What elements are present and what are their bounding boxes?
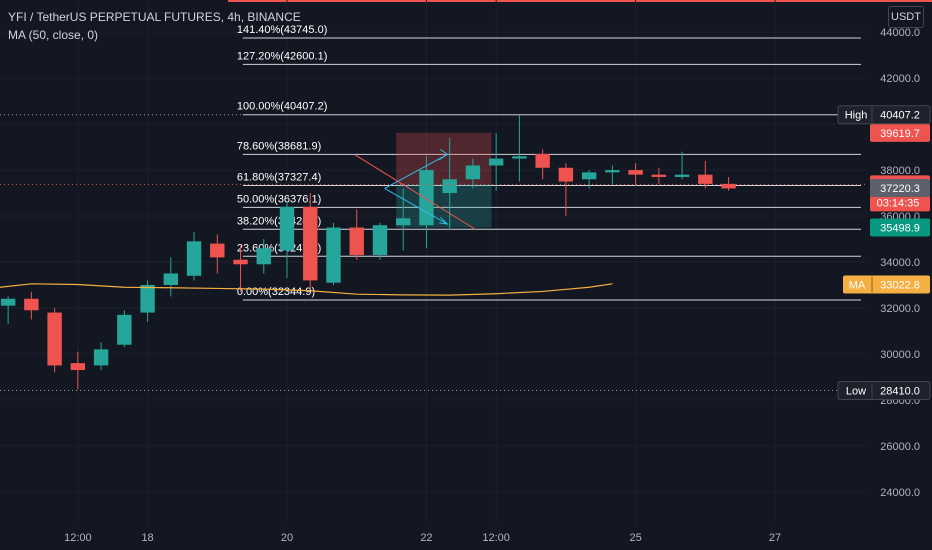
fib-level-label: 38.20%(35424.7) [237, 215, 321, 227]
candle-body [163, 273, 179, 285]
fib-level-label: 100.00%(40407.2) [237, 101, 328, 113]
candle-body [233, 259, 248, 265]
candle-body [396, 218, 411, 226]
y-tick-label: 32000.0 [880, 303, 920, 315]
candle-body [47, 312, 62, 366]
candle-body [117, 314, 132, 345]
candle-body [512, 156, 527, 159]
top-alert-bar [228, 0, 932, 2]
candle-body [581, 172, 597, 180]
fib-level-label: 50.00%(36376.1) [237, 193, 321, 205]
bullish-path-arrow[interactable] [384, 153, 448, 189]
ma-line [0, 283, 613, 296]
price-tag-stop-bg [870, 123, 930, 142]
ma-tag-bg [843, 275, 930, 294]
low-tag-bg [837, 380, 931, 400]
x-tick-label: 18 [141, 532, 153, 544]
low-tag-label: Low [846, 385, 866, 397]
x-tick-label: 20 [281, 532, 293, 544]
candle-body [419, 170, 434, 226]
candle-body [535, 153, 550, 168]
arrow-head-up [438, 148, 449, 161]
candle-body [256, 248, 271, 265]
fib-level-label: 61.80%(37327.4) [237, 172, 321, 184]
y-tick-label: 44000.0 [880, 27, 920, 39]
candle-body [558, 167, 574, 182]
price-axis[interactable]: 44000.042000.040000.038000.036000.034000… [880, 27, 920, 499]
x-tick-label: 27 [769, 532, 781, 544]
y-tick-label: 42000.0 [880, 73, 920, 85]
fib-level-label: 141.40%(43745.0) [237, 24, 328, 36]
y-tick-label: 38000.0 [880, 165, 920, 177]
time-axis[interactable]: 12:00 18 20 22 12:00 25 27 [64, 532, 781, 544]
candle-body [303, 206, 318, 281]
y-tick-label: 34000.0 [880, 257, 920, 269]
candle-body [210, 243, 225, 258]
price-tag-entry-bg [870, 178, 930, 197]
y-tick-label: 26000.0 [880, 441, 920, 453]
candle-body [24, 298, 39, 311]
candlestick-series [0, 114, 736, 390]
y-tick-label: 24000.0 [880, 487, 920, 499]
candle-body [605, 170, 620, 173]
indicator-legend[interactable]: MA (50, close, 0) [8, 28, 99, 42]
high-tag-bg [837, 105, 931, 125]
y-tick-label: 30000.0 [880, 349, 920, 361]
candle-body [70, 363, 86, 371]
grid-lines [0, 0, 932, 524]
fib-level-label: 78.60%(38681.9) [237, 140, 321, 152]
candle-body [674, 174, 690, 177]
price-tag-entry: 37220.3 [880, 183, 920, 195]
ma-tag-value: 33022.8 [880, 279, 920, 291]
x-tick-label: 22 [420, 532, 432, 544]
moving-average-line [0, 283, 613, 296]
price-tag-stop: 39619.7 [880, 128, 920, 140]
candle-body [442, 179, 457, 194]
candle-body [140, 284, 155, 313]
price-tags: 39619.737375.503:14:3537220.335498.9High… [837, 105, 931, 400]
candle-body [349, 227, 364, 256]
x-tick-label: 12:00 [482, 532, 510, 544]
descending-trend-line[interactable] [354, 153, 476, 230]
candle-body [698, 174, 713, 184]
x-tick-label: 25 [629, 532, 641, 544]
symbol-title: YFI / TetherUS PERPETUAL FUTURES, 4h, BI… [8, 10, 301, 24]
arrow-head-down [439, 216, 449, 225]
candle-body [465, 165, 481, 180]
candle-body [93, 349, 109, 366]
bar-countdown: 03:14:35 [877, 197, 920, 209]
currency-button[interactable]: USDT [888, 6, 924, 28]
low-tag-value: 28410.0 [880, 385, 920, 397]
bearish-path-arrow[interactable] [384, 188, 448, 225]
candle-body [628, 170, 643, 175]
price-tag-target: 35498.9 [880, 223, 920, 235]
high-tag-value: 40407.2 [880, 110, 920, 122]
price-tag-target-bg [870, 218, 930, 237]
candle-body [488, 158, 504, 166]
x-tick-label: 12:00 [64, 532, 92, 544]
trend-drawings[interactable] [0, 114, 868, 391]
fib-level-label: 127.20%(42600.1) [237, 50, 328, 62]
candle-body [721, 183, 736, 189]
fib-level-label: 0.00%(32344.9) [237, 286, 315, 298]
candle-body [186, 241, 202, 276]
candle-body [279, 206, 295, 251]
high-tag-label: High [845, 110, 868, 122]
candle-body [0, 298, 16, 306]
ma-tag-label: MA [849, 279, 866, 291]
candle-body [326, 227, 341, 283]
candle-body [372, 225, 388, 256]
candle-body [651, 174, 667, 177]
